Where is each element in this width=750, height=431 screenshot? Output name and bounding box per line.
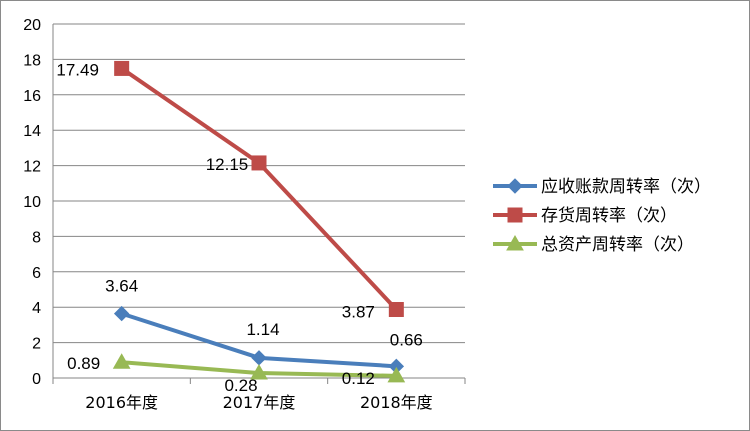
y-tick-label: 12	[23, 159, 41, 176]
data-point-marker	[251, 350, 267, 366]
data-label: 3.64	[105, 277, 138, 296]
data-point-marker	[388, 302, 404, 318]
data-label: 12.15	[206, 155, 249, 174]
data-point-marker	[251, 155, 267, 171]
data-point-marker	[112, 353, 131, 369]
y-tick-label: 10	[23, 194, 41, 211]
data-point-marker	[387, 366, 406, 383]
data-label: 17.49	[56, 60, 99, 79]
data-label: 0.12	[342, 369, 375, 388]
x-tick-label: 2017年度	[223, 393, 296, 412]
x-tick-label: 2018年度	[360, 393, 433, 412]
legend-label: 存货周转率（次）	[541, 206, 677, 226]
y-tick-label: 20	[23, 17, 41, 34]
y-tick-label: 0	[32, 371, 41, 388]
legend-marker	[507, 207, 523, 223]
y-tick-label: 14	[23, 123, 41, 140]
y-tick-label: 4	[32, 300, 41, 317]
series-line-1	[119, 66, 399, 312]
legend-label: 总资产周转率（次）	[541, 235, 694, 255]
data-label: 0.66	[390, 330, 423, 349]
y-tick-label: 2	[32, 336, 41, 353]
data-label: 1.14	[246, 320, 279, 339]
data-point-marker	[250, 364, 268, 380]
data-point-marker	[113, 305, 130, 322]
data-point-marker	[114, 60, 130, 76]
data-label: 0.89	[67, 354, 100, 373]
y-tick-label: 8	[32, 229, 41, 246]
y-tick-label: 16	[23, 88, 41, 105]
data-label: 3.87	[342, 303, 375, 322]
data-label: 0.28	[224, 376, 257, 395]
legend-marker	[506, 234, 524, 251]
legend-marker	[507, 178, 523, 194]
y-tick-label: 6	[32, 265, 41, 282]
x-tick-label: 2016年度	[85, 393, 158, 412]
legend-label: 应收账款周转率（次）	[541, 177, 711, 197]
y-tick-label: 18	[23, 52, 41, 69]
